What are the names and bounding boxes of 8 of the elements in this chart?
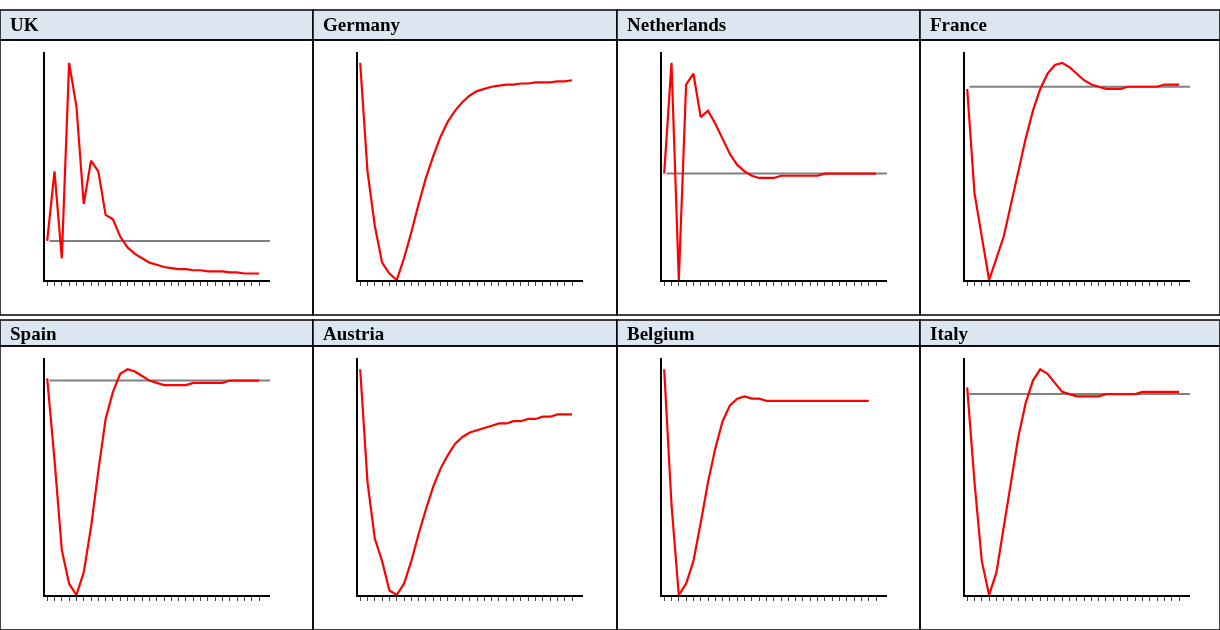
chart-title: Austria: [323, 323, 385, 344]
chart-title: Spain: [10, 323, 57, 344]
chart-title: France: [930, 14, 987, 35]
chart-title: Netherlands: [627, 14, 727, 35]
chart-title: Italy: [930, 323, 969, 344]
chart-title: UK: [10, 14, 39, 35]
chart-title: Belgium: [627, 323, 695, 344]
chart-title: Germany: [323, 14, 401, 35]
